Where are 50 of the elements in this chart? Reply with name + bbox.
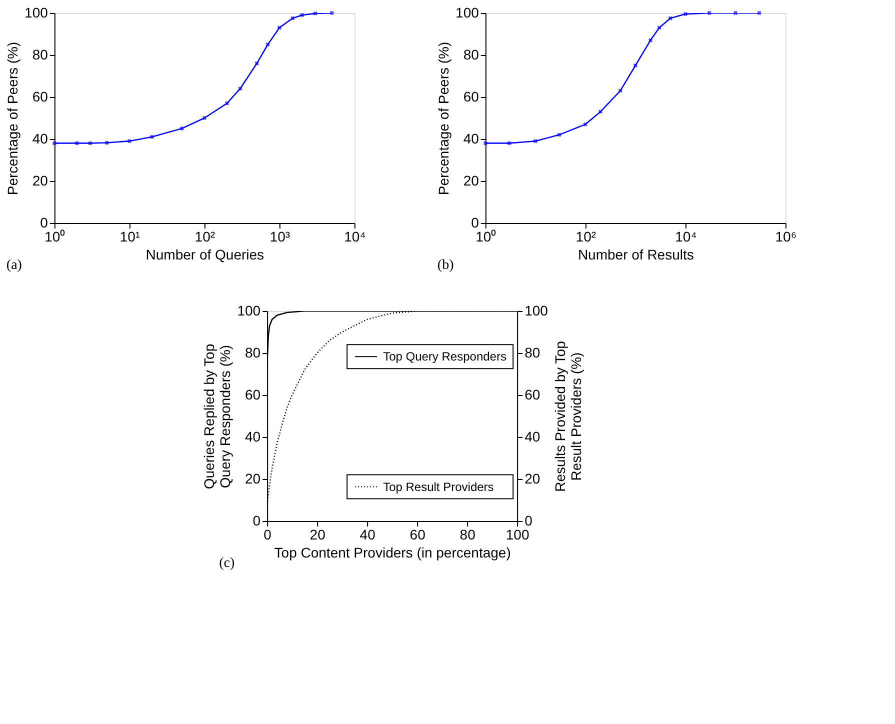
y-tick-label: 0 [40, 214, 48, 230]
y-axis-title: Queries Replied by Top Query Responders (%) [201, 344, 234, 490]
y-tick-label: 100 [456, 4, 480, 20]
legend-label: Top Result Providers [383, 480, 494, 494]
y2-tick-label: 0 [524, 512, 533, 528]
y2-tick-label: 40 [524, 428, 540, 444]
x-axis-title: Number of Results [578, 246, 694, 262]
text: (c) [219, 556, 235, 571]
y2-tick-label: 100 [524, 302, 548, 318]
y-tick-label: 80 [32, 46, 48, 62]
y-tick-label: 40 [463, 130, 480, 146]
x-tick-label: 10³ [270, 228, 290, 244]
y2-tick-label: 80 [524, 344, 540, 360]
y-tick-label: 20 [463, 172, 480, 188]
y2-tick-label: 20 [524, 470, 540, 486]
text: (a) [6, 258, 22, 273]
y-tick-label: 60 [244, 386, 261, 402]
y-tick-label: 20 [32, 172, 48, 188]
x-axis-title: Number of Queries [146, 246, 264, 262]
y2-tick-label: 60 [524, 386, 540, 402]
x-tick-label: 10⁰ [44, 228, 66, 244]
y-tick-label: 40 [244, 428, 261, 444]
y-tick-label: 60 [463, 88, 480, 104]
x-tick-label: 10² [194, 228, 216, 244]
y-tick-label: 0 [252, 512, 261, 528]
y2-axis-title: Results Provided by Top Result Providers (%) [552, 340, 584, 492]
x-tick-label: 10⁴ [675, 228, 697, 244]
legend-label: Top Query Responders [383, 350, 506, 364]
text: (b) [437, 258, 454, 273]
x-tick-label: 10² [576, 228, 596, 244]
y-tick-label: 60 [32, 88, 48, 104]
y-tick-label: 80 [244, 344, 261, 360]
y-tick-label: 80 [463, 46, 480, 62]
y-tick-label: 100 [24, 4, 48, 20]
x-tick-label: 10⁶ [775, 228, 797, 244]
y-axis-title: Percentage of Peers (%) [4, 42, 21, 196]
x-tick-label: 20 [310, 526, 326, 542]
y-tick-label: 100 [237, 302, 261, 318]
y-tick-label: 20 [244, 470, 261, 486]
x-tick-label: 10⁰ [476, 228, 496, 244]
x-tick-label: 100 [506, 526, 530, 542]
x-tick-label: 40 [360, 526, 376, 542]
y-axis-title: Percentage of Peers (%) [436, 42, 452, 196]
x-tick-label: 10¹ [120, 228, 140, 244]
x-tick-label: 60 [410, 526, 426, 542]
y-tick-label: 40 [32, 130, 48, 146]
x-axis-title: Top Content Providers (in percentage) [274, 544, 511, 560]
y-tick-label: 0 [471, 214, 480, 230]
x-tick-label: 0 [264, 526, 272, 542]
x-tick-label: 10⁴ [344, 228, 366, 244]
